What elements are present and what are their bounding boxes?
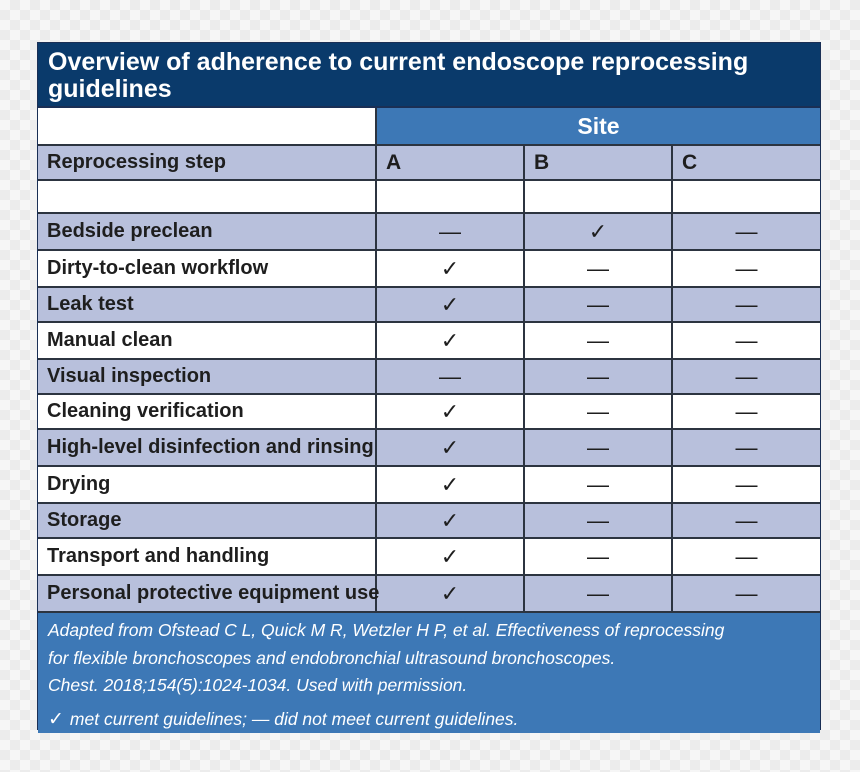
site-a-status-cell: — — [375, 212, 525, 251]
table-row: Personal protective equipment use ✓ — — — [38, 574, 821, 613]
site-c-header: C — [670, 144, 821, 181]
table-row: High-level disinfection and rinsing ✓ — — — [38, 428, 821, 467]
legend-met-text: met current guidelines; — [69, 708, 247, 729]
checkmark-icon: ✓ — [48, 708, 64, 730]
reprocessing-step-cell: Drying — [38, 465, 377, 504]
reprocessing-step-cell: High-level disinfection and rinsing — [38, 428, 377, 467]
site-header: Site — [374, 108, 821, 146]
reprocessing-step-cell: Leak test — [38, 286, 377, 323]
site-b-status-cell: — — [523, 393, 673, 430]
site-c-status-cell: — — [670, 321, 821, 360]
reprocessing-step-cell: Visual inspection — [38, 358, 377, 395]
site-c-status-cell: — — [670, 286, 821, 323]
blank-spacer-cell — [38, 179, 377, 214]
table-title: Overview of adherence to current endosco… — [38, 43, 820, 108]
reprocessing-step-cell: Bedside preclean — [38, 212, 377, 251]
site-c-status-cell: — — [670, 502, 821, 539]
site-b-status-cell: — — [523, 574, 673, 613]
guidelines-table-figure: Overview of adherence to current endosco… — [37, 42, 821, 733]
table-row: Transport and handling ✓ — — — [38, 537, 821, 576]
legend-not-met-text: did not meet current guidelines. — [274, 708, 519, 729]
footnote: Adapted from Ofstead C L, Quick M R, Wet… — [38, 613, 820, 733]
site-c-status-cell: — — [670, 249, 821, 288]
table-row: Dirty-to-clean workflow ✓ — — — [38, 249, 821, 288]
adherence-table: Site Reprocessing step A B C Bedside pre… — [38, 108, 821, 613]
site-c-status-cell: — — [670, 465, 821, 504]
site-a-status-cell: ✓ — [375, 537, 525, 576]
blank-spacer-cell — [375, 179, 525, 214]
site-b-status-cell: — — [523, 428, 673, 467]
table-row: Storage ✓ — — — [38, 502, 821, 539]
table-row: Visual inspection — — — — [38, 358, 821, 395]
site-c-status-cell: — — [670, 358, 821, 395]
site-a-header: A — [375, 144, 525, 181]
site-b-header: B — [523, 144, 673, 181]
site-c-status-cell: — — [670, 537, 821, 576]
reprocessing-step-cell: Dirty-to-clean workflow — [38, 249, 377, 288]
blank-spacer-cell — [670, 179, 821, 214]
site-b-status-cell: — — [523, 321, 673, 360]
site-b-status-cell: ✓ — [523, 212, 673, 251]
site-a-status-cell: ✓ — [375, 286, 525, 323]
blank-corner-cell — [38, 108, 377, 146]
reprocessing-step-cell: Manual clean — [38, 321, 377, 360]
dash-icon: — — [251, 708, 270, 729]
footnote-line: Adapted from Ofstead C L, Quick M R, Wet… — [48, 620, 725, 640]
site-c-status-cell: — — [670, 574, 821, 613]
site-a-status-cell: ✓ — [375, 428, 525, 467]
site-a-status-cell: ✓ — [375, 502, 525, 539]
table-row: Bedside preclean — ✓ — — [38, 212, 821, 251]
reprocessing-step-cell: Storage — [38, 502, 377, 539]
table-row: Drying ✓ — — — [38, 465, 821, 504]
reprocessing-step-cell: Cleaning verification — [38, 393, 377, 430]
site-a-status-cell: — — [375, 358, 525, 395]
site-c-status-cell: — — [670, 212, 821, 251]
reprocessing-step-cell: Personal protective equipment use — [38, 574, 379, 613]
reprocessing-step-header: Reprocessing step — [38, 144, 377, 181]
site-b-status-cell: — — [523, 502, 673, 539]
reprocessing-step-cell: Transport and handling — [38, 537, 377, 576]
symbol-legend: ✓ met current guidelines; — did not meet … — [48, 706, 810, 734]
table-row: Cleaning verification ✓ — — — [38, 393, 821, 430]
site-a-status-cell: ✓ — [375, 249, 525, 288]
table-row: Manual clean ✓ — — — [38, 321, 821, 360]
site-b-status-cell: — — [523, 537, 673, 576]
site-a-status-cell: ✓ — [375, 574, 525, 613]
site-b-status-cell: — — [523, 249, 673, 288]
table-row: Leak test ✓ — — — [38, 286, 821, 323]
site-b-status-cell: — — [523, 465, 673, 504]
site-b-status-cell: — — [523, 286, 673, 323]
site-a-status-cell: ✓ — [375, 393, 525, 430]
footnote-line: for flexible bronchoscopes and endobronc… — [48, 647, 616, 668]
site-a-status-cell: ✓ — [375, 465, 525, 504]
blank-spacer-cell — [523, 179, 673, 214]
footnote-line: Chest. 2018;154(5):1024-1034. Used with … — [48, 675, 468, 695]
site-a-status-cell: ✓ — [375, 321, 525, 360]
site-c-status-cell: — — [670, 393, 821, 430]
site-c-status-cell: — — [670, 428, 821, 467]
site-b-status-cell: — — [523, 358, 673, 395]
